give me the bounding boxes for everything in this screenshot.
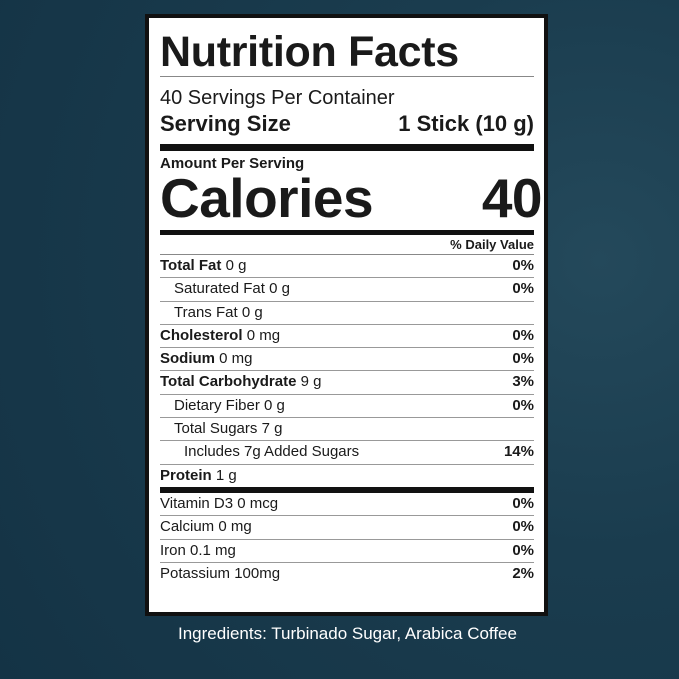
nutrient-daily-value: 0% — [512, 257, 534, 274]
nutrient-row: Includes 7g Added Sugars 14% — [160, 441, 534, 465]
nutrient-daily-value: 0% — [512, 280, 534, 298]
nutrient-name: Iron — [160, 541, 186, 559]
nutrient-amount: 100mg — [234, 564, 281, 582]
nutrient-amount: 0 g — [225, 257, 247, 274]
servings-per-container: 40 Servings Per Container — [160, 87, 395, 109]
daily-value-header: % Daily Value — [160, 235, 534, 255]
nutrient-row: Sodium 0 mg 0% — [160, 348, 534, 372]
nutrient-name: Includes 7g Added Sugars — [184, 443, 360, 461]
nutrient-daily-value: 2% — [512, 564, 534, 582]
nutrient-name-amount: Vitamin D3 0 mcg — [160, 493, 278, 515]
nutrient-amount: 1 g — [215, 466, 237, 484]
nutrient-name-amount: Saturated Fat 0 g — [174, 278, 290, 300]
nutrient-row: Iron 0.1 mg 0% — [160, 540, 534, 563]
nutrient-name-amount: Iron 0.1 mg — [160, 540, 236, 562]
nutrient-row: Total Fat 0 g 0% — [160, 255, 534, 279]
nutrient-daily-value: 3% — [512, 373, 534, 391]
nutrient-daily-value: 0% — [512, 326, 534, 344]
nutrient-row: Total Carbohydrate 9 g 3% — [160, 371, 534, 395]
nutrient-amount: 0 g — [264, 396, 285, 414]
nutrient-list: Total Fat 0 g 0% Saturated Fat 0 g 0% Trans … — [160, 255, 534, 487]
nutrient-daily-value: 0% — [512, 541, 534, 559]
nutrient-amount: 0 mcg — [237, 494, 279, 512]
nutrient-row: Total Sugars 7 g — [160, 418, 534, 442]
nutrient-name: Cholesterol — [160, 326, 243, 344]
nutrient-name: Total Sugars — [174, 420, 258, 438]
nutrient-row: Calcium 0 mg 0% — [160, 516, 534, 540]
nutrient-daily-value: 0% — [512, 396, 534, 414]
nutrient-name-amount: Dietary Fiber 0 g — [174, 395, 285, 417]
calories-row: Calories 40 — [160, 167, 543, 229]
nutrient-name: Total Carbohydrate — [160, 373, 297, 391]
nutrient-name: Protein — [160, 466, 212, 484]
nutrient-row: Protein 1 g — [160, 465, 534, 487]
nutrient-amount: 0 g — [241, 303, 263, 321]
nutrient-daily-value: 0% — [512, 350, 534, 368]
label-title: Nutrition Facts — [160, 28, 459, 76]
nutrient-row: Trans Fat 0 g — [160, 302, 534, 325]
nutrient-amount: 9 g — [300, 373, 322, 391]
nutrient-name: Trans Fat — [174, 303, 238, 321]
nutrient-row: Dietary Fiber 0 g 0% — [160, 395, 534, 419]
nutrient-name: Sodium — [160, 350, 215, 368]
nutrient-amount: 0 mg — [219, 350, 253, 368]
nutrient-amount: 7 g — [261, 420, 283, 438]
calories-label: Calories — [160, 167, 374, 229]
divider — [160, 76, 534, 77]
nutrient-name-amount: Cholesterol 0 mg — [160, 325, 280, 347]
serving-size-label: Serving Size — [160, 111, 291, 136]
nutrient-name-amount: Total Sugars 7 g — [174, 418, 282, 440]
nutrient-daily-value: 0% — [512, 494, 534, 512]
thick-divider — [160, 144, 534, 151]
nutrient-name: Calcium — [160, 518, 215, 536]
nutrient-name-amount: Total Carbohydrate 9 g — [160, 371, 321, 393]
serving-size: Serving Size 1 Stick (10 g) — [160, 110, 534, 138]
nutrient-name: Potassium — [160, 564, 231, 582]
nutrient-name: Vitamin D3 — [160, 494, 234, 512]
nutrient-name-amount: Sodium 0 mg — [160, 348, 253, 370]
nutrient-amount: 0.1 mg — [190, 541, 236, 559]
nutrient-name: Dietary Fiber — [174, 396, 260, 414]
calories-value: 40 — [481, 167, 543, 229]
nutrient-daily-value: 0% — [512, 518, 534, 536]
nutrient-name-amount: Includes 7g Added Sugars — [184, 441, 359, 463]
nutrient-amount: 0 g — [269, 280, 290, 298]
nutrient-daily-value: 14% — [503, 443, 534, 461]
nutrient-name: Saturated Fat — [174, 280, 265, 298]
serving-size-value: 1 Stick (10 g) — [398, 111, 534, 136]
vitamin-list: Vitamin D3 0 mcg 0% Calcium 0 mg 0% Iron 0.1… — [160, 493, 534, 585]
ingredients: Ingredients: Turbinado Sugar, Arabica Co… — [178, 624, 517, 643]
nutrient-name-amount: Protein 1 g — [160, 465, 237, 487]
nutrient-name-amount: Potassium 100mg — [160, 563, 280, 585]
nutrition-facts-label: Nutrition Facts 40 Servings Per Containe… — [145, 14, 548, 616]
nutrient-name-amount: Total Fat 0 g — [160, 255, 246, 277]
medium-divider — [160, 230, 534, 235]
nutrient-row: Potassium 100mg 2% — [160, 563, 534, 585]
nutrient-row: Cholesterol 0 mg 0% — [160, 325, 534, 349]
nutrient-row: Vitamin D3 0 mcg 0% — [160, 493, 534, 517]
thick-divider — [160, 486, 534, 493]
amount-per-serving: Amount Per Serving — [160, 155, 305, 172]
nutrient-amount: 0 mg — [246, 326, 281, 344]
nutrient-row: Saturated Fat 0 g 0% — [160, 278, 534, 302]
nutrient-amount: 0 mg — [218, 518, 252, 536]
nutrient-name: Total Fat — [160, 257, 222, 274]
nutrient-name-amount: Trans Fat 0 g — [174, 302, 263, 324]
nutrient-name-amount: Calcium 0 mg — [160, 516, 252, 538]
